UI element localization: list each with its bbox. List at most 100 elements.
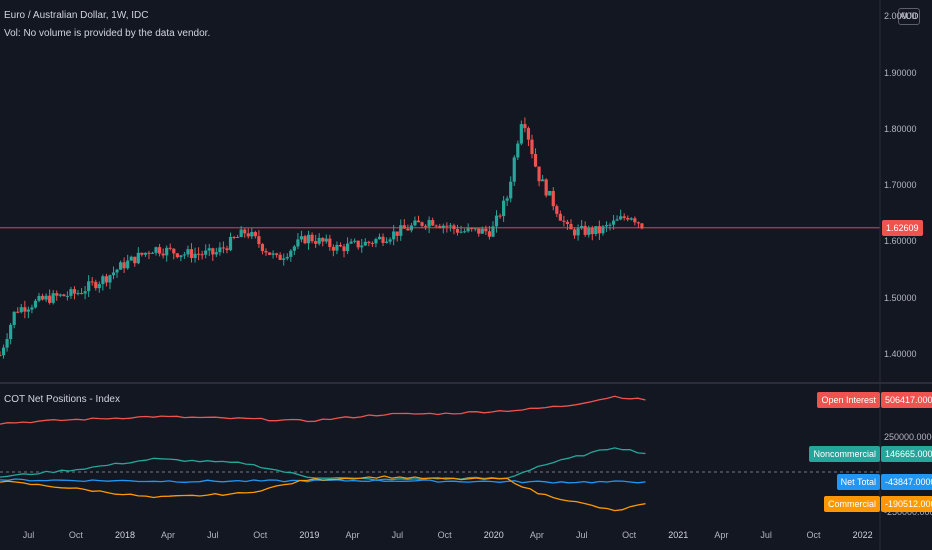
candle-body xyxy=(448,225,453,227)
candle-body xyxy=(477,228,481,234)
candle-body xyxy=(640,223,644,229)
price-axis-label: 1.80000 xyxy=(884,123,917,134)
candle-body xyxy=(267,252,272,255)
candle-body xyxy=(19,307,23,313)
candle-body xyxy=(544,179,548,196)
cot-line-open-interest xyxy=(0,395,646,425)
candle-body xyxy=(388,239,392,242)
candle-body xyxy=(236,236,240,238)
candle-body xyxy=(12,311,16,325)
cot-line-noncommercial xyxy=(0,447,646,481)
candle-body xyxy=(562,220,566,222)
candle-body xyxy=(58,294,62,296)
candle-body xyxy=(594,226,598,235)
candle-body xyxy=(519,124,523,144)
candle-body xyxy=(65,295,69,297)
candle-body xyxy=(69,289,73,296)
candle-body xyxy=(523,124,527,129)
candle-body xyxy=(427,220,431,227)
candle-body xyxy=(587,227,591,235)
candle-body xyxy=(452,225,456,230)
time-axis-label: Oct xyxy=(437,530,452,540)
candle-body xyxy=(33,300,38,308)
indicator-tag-label: Net Total xyxy=(836,473,880,490)
candle-body xyxy=(530,139,534,155)
candle-body xyxy=(118,262,123,270)
candle-body xyxy=(406,228,410,231)
time-axis-label: Jul xyxy=(207,530,219,540)
candle-body xyxy=(44,295,48,300)
candle-body xyxy=(133,256,137,264)
candle-body xyxy=(615,219,619,221)
candle-body xyxy=(97,284,101,289)
candle-body xyxy=(257,236,261,245)
candle-body xyxy=(175,253,179,258)
candle-body xyxy=(423,225,428,227)
candle-body xyxy=(363,241,367,246)
candle-body xyxy=(9,324,13,340)
candle-body xyxy=(505,198,509,201)
candle-body xyxy=(37,295,41,301)
candle-body xyxy=(317,237,321,244)
price-axis-label: 1.60000 xyxy=(884,236,917,247)
candle-body xyxy=(104,276,108,283)
candle-body xyxy=(303,236,307,244)
candle-body xyxy=(558,213,562,221)
candle-body xyxy=(299,236,304,240)
candle-body xyxy=(211,248,215,255)
candle-body xyxy=(221,247,226,249)
candle-body xyxy=(108,275,112,283)
candle-body xyxy=(23,307,27,312)
cot-series-lines xyxy=(0,395,646,512)
candle-body xyxy=(583,225,587,235)
candle-body xyxy=(179,255,183,258)
candle-body xyxy=(228,236,233,251)
time-axis-label: Apr xyxy=(161,530,176,540)
candle-body xyxy=(165,247,169,256)
indicator-tag-label: Noncommercial xyxy=(809,445,880,462)
candle-body xyxy=(413,220,417,226)
cot-line-commercial xyxy=(0,475,646,512)
candle-body xyxy=(275,253,279,255)
candle-body xyxy=(374,239,378,244)
currency-button[interactable]: AUD xyxy=(898,8,920,25)
price-axis-label: 1.70000 xyxy=(884,180,917,191)
candle-body xyxy=(243,229,247,234)
candle-body xyxy=(509,181,513,199)
candle-body xyxy=(154,247,158,253)
candle-body xyxy=(278,254,282,260)
candle-body xyxy=(502,200,506,217)
candle-body xyxy=(416,220,421,223)
candle-body xyxy=(193,253,197,259)
candle-body xyxy=(72,289,77,294)
candle-body xyxy=(292,246,296,251)
candle-body xyxy=(367,241,371,243)
candle-body xyxy=(26,309,30,312)
volume-note: Vol: No volume is provided by the data v… xyxy=(4,28,211,39)
candle-body xyxy=(225,248,229,251)
candle-body xyxy=(321,237,325,242)
candle-body xyxy=(445,225,449,227)
candle-body xyxy=(384,241,389,243)
candle-body xyxy=(239,229,243,237)
candle-body xyxy=(189,249,194,259)
candle-body xyxy=(150,252,155,254)
candle-body xyxy=(87,281,91,292)
indicator-tag-label: Commercial xyxy=(823,495,880,512)
candle-body xyxy=(111,272,116,276)
candle-body xyxy=(356,240,360,248)
indicator-tag-label: Open Interest xyxy=(817,391,880,408)
candle-body xyxy=(182,254,187,256)
price-axis-label: 2.00000 xyxy=(884,11,917,22)
candle-body xyxy=(555,206,559,214)
candle-body xyxy=(186,249,190,255)
candle-body xyxy=(271,253,275,255)
candle-body xyxy=(533,154,538,167)
candle-body xyxy=(392,231,396,240)
candle-body xyxy=(147,252,151,254)
candle-body xyxy=(126,260,130,269)
candle-body xyxy=(353,240,357,242)
candle-body xyxy=(335,244,339,251)
candle-body xyxy=(55,293,59,296)
